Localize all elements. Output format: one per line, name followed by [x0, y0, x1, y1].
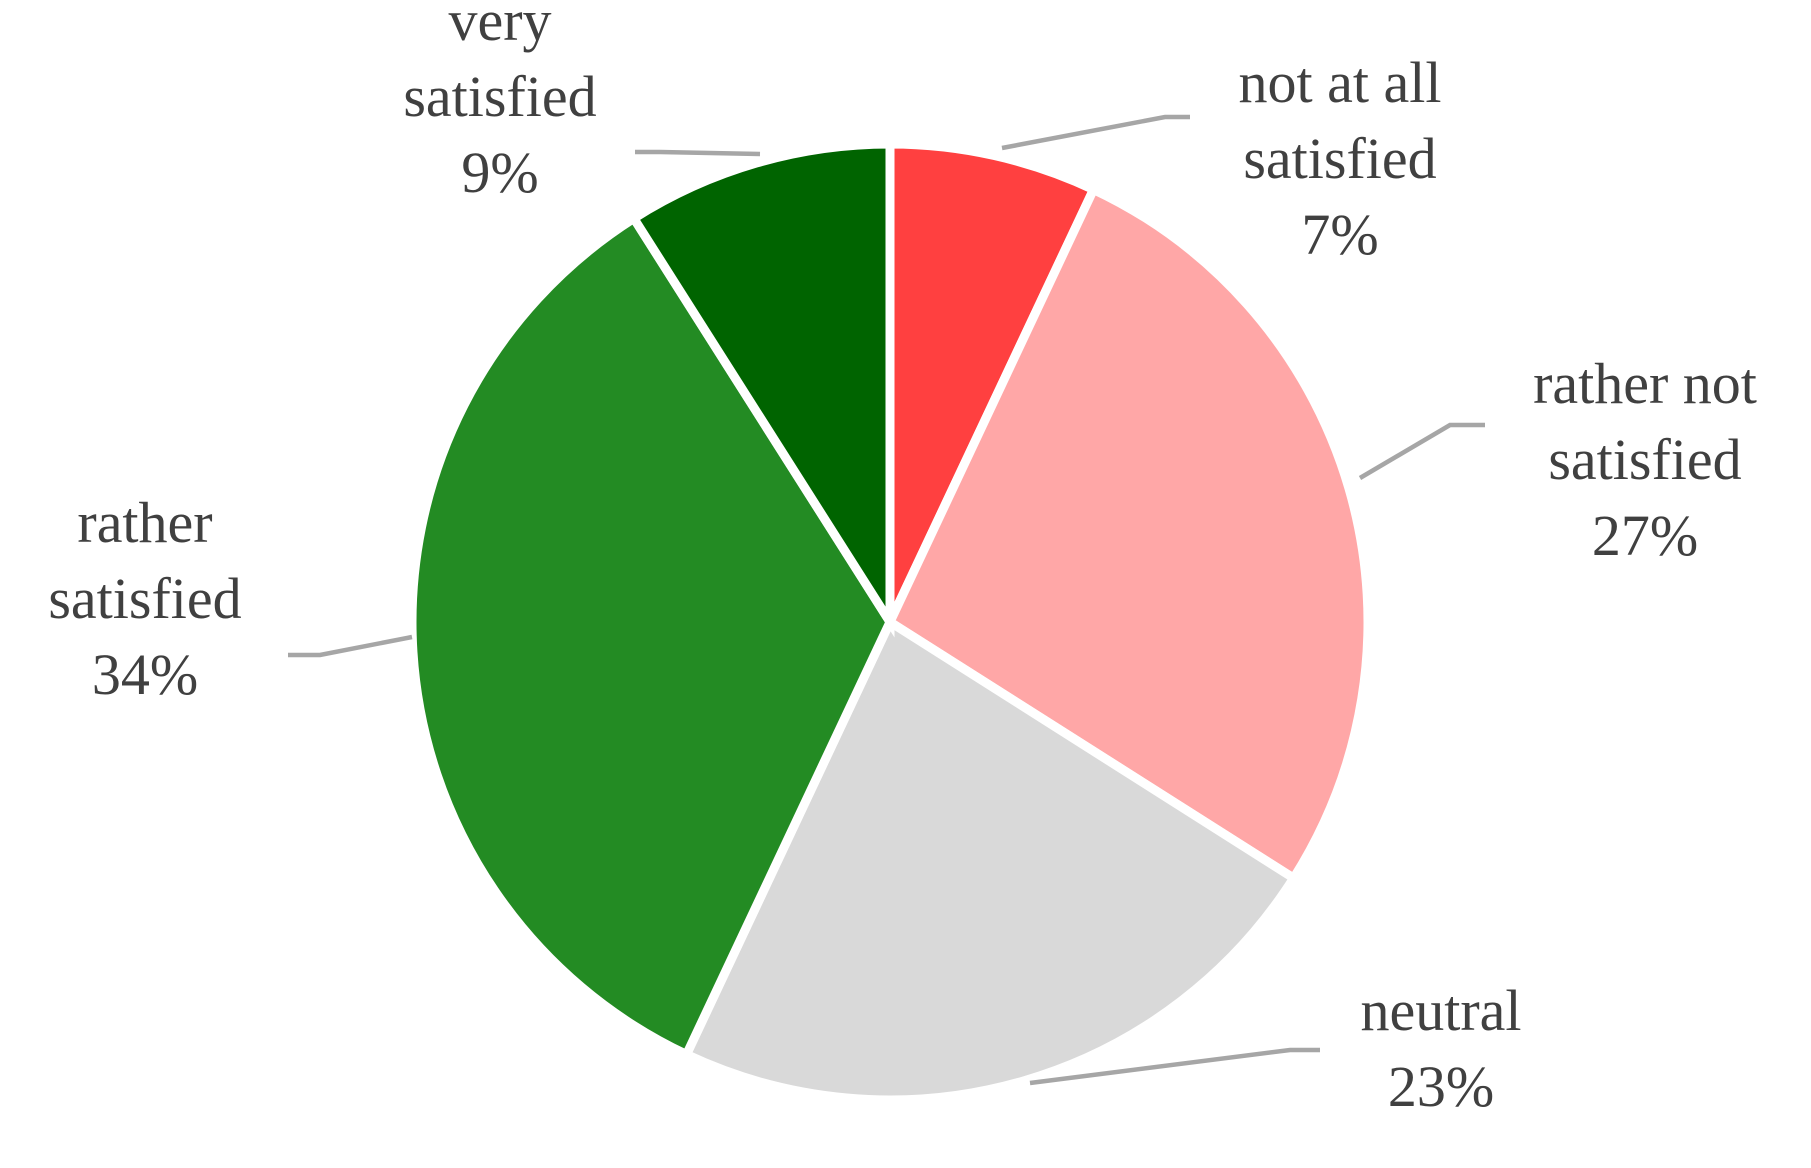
data-label-category-line: rather not — [1533, 351, 1757, 416]
data-label-category-line: rather — [77, 490, 212, 555]
data-label-category-line: very — [448, 0, 551, 53]
slice-not-at-all-satisfied — [885, 139, 1100, 624]
data-label-category-line: satisfied — [48, 566, 241, 631]
data-label-category-line: neutral — [1360, 978, 1521, 1043]
leader-lines — [288, 114, 1485, 1086]
data-label-category-line: not at all — [1239, 50, 1442, 115]
leader-line-not-at-all-satisfied — [1001, 114, 1190, 151]
data-label-rather-not-satisfied: rather not satisfied 27% — [1533, 351, 1757, 568]
slice-rather-not-satisfied — [884, 183, 1373, 885]
slice-rather-satisfied — [407, 212, 896, 1061]
leader-line-rather-not-satisfied — [1358, 422, 1485, 480]
data-label-category-line: satisfied — [1243, 126, 1436, 191]
leader-line-rather-satisfied — [288, 634, 413, 658]
data-label-category-line: satisfied — [403, 64, 596, 129]
leader-line-very-satisfied — [635, 149, 761, 157]
data-label-very-satisfied: very satisfied 9% — [403, 0, 596, 205]
data-label-rather-satisfied: rather satisfied 34% — [48, 490, 241, 707]
data-label-percent: 7% — [1301, 202, 1378, 267]
data-label-percent: 27% — [1592, 503, 1698, 568]
data-label-not-at-all-satisfied: not at all satisfied 7% — [1239, 50, 1442, 267]
pie-slices — [407, 139, 1373, 1105]
data-label-percent: 9% — [461, 140, 538, 205]
data-label-percent: 23% — [1388, 1054, 1494, 1119]
data-label-percent: 34% — [92, 642, 198, 707]
leader-line-neutral — [1029, 1047, 1320, 1086]
slice-very-satisfied — [627, 139, 895, 638]
data-label-neutral: neutral 23% — [1360, 978, 1521, 1119]
data-labels: not at all satisfied 7% rather not satisfied… — [48, 0, 1757, 1119]
data-label-category-line: satisfied — [1548, 427, 1741, 492]
